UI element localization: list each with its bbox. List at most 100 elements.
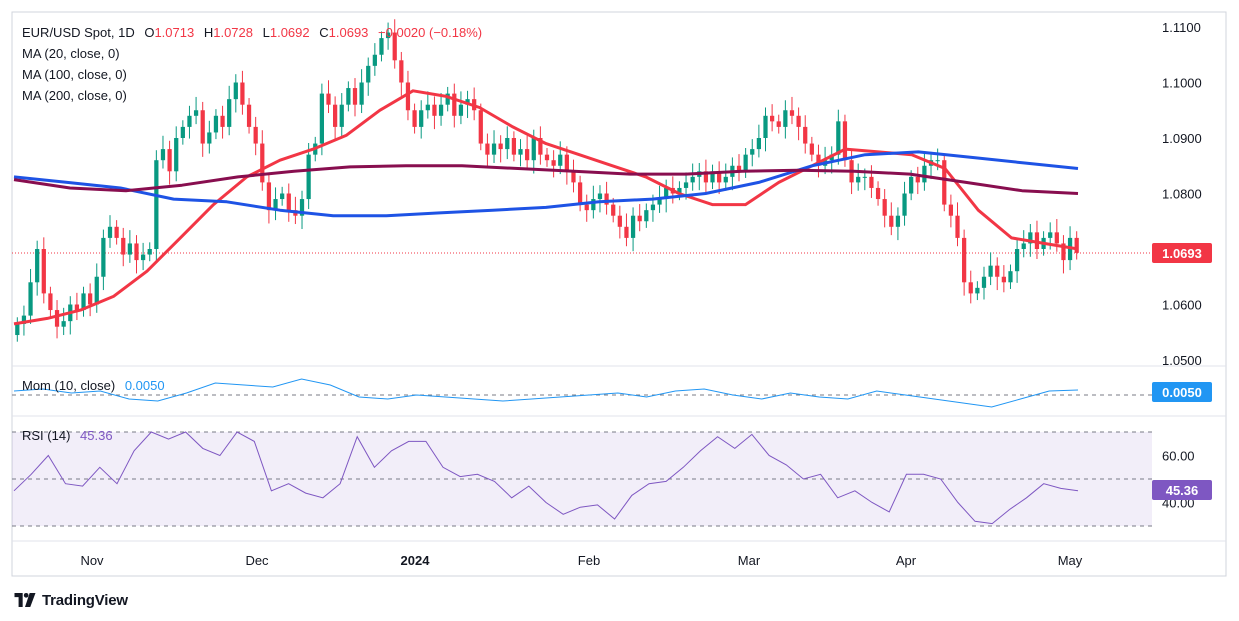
candle-body xyxy=(167,149,172,172)
candle-body xyxy=(1028,232,1033,244)
candle-body xyxy=(789,110,795,116)
legend-high: H1.0728 xyxy=(203,25,253,40)
candle-body xyxy=(432,104,437,116)
ma100-line xyxy=(13,150,1079,218)
candle-body xyxy=(260,143,265,183)
candle-body xyxy=(717,171,722,183)
candle-body xyxy=(227,99,232,127)
candle-body xyxy=(154,160,159,249)
time-tick-label: May xyxy=(1058,553,1083,568)
candle-body xyxy=(1048,232,1053,238)
candle-body xyxy=(968,282,973,294)
candle-body xyxy=(551,160,556,166)
candle-body xyxy=(723,176,728,183)
tradingview-brand[interactable]: TradingView xyxy=(14,589,128,611)
candle-body xyxy=(842,121,848,161)
candle-body xyxy=(121,237,126,255)
candle-body xyxy=(253,126,258,144)
candle-body xyxy=(359,82,364,105)
candle-body xyxy=(478,110,483,144)
rsi-tag: 45.36 xyxy=(1152,480,1212,500)
candle-body xyxy=(438,104,444,116)
candles-group xyxy=(15,19,1079,342)
candle-body xyxy=(399,60,404,83)
candle-body xyxy=(28,282,33,316)
price-tick-label: 1.0900 xyxy=(1162,131,1202,146)
time-tick-label: Apr xyxy=(896,553,917,568)
candle-body xyxy=(558,154,563,166)
candle-body xyxy=(339,104,344,127)
candle-body xyxy=(127,243,132,255)
candle-body xyxy=(114,226,119,238)
candle-body xyxy=(683,182,689,188)
candle-body xyxy=(922,165,927,183)
legend-open: O1.0713 xyxy=(144,25,195,40)
candle-body xyxy=(147,249,152,255)
candle-body xyxy=(1021,243,1026,249)
legend-rsi[interactable]: RSI (14) 45.36 xyxy=(22,428,113,443)
candle-body xyxy=(538,138,543,155)
candle-body xyxy=(703,171,709,183)
candle-body xyxy=(61,321,66,327)
rsi-value: 45.36 xyxy=(80,428,113,443)
legend-symbol: EUR/USD Spot, 1D xyxy=(22,25,135,40)
candle-body xyxy=(491,143,497,155)
candle-body xyxy=(763,115,768,138)
candle-body xyxy=(756,138,761,150)
candle-body xyxy=(1061,243,1066,261)
candle-body xyxy=(385,32,391,39)
candle-body xyxy=(624,226,629,238)
candle-body xyxy=(564,154,569,172)
time-tick-label: Mar xyxy=(738,553,761,568)
candle-body xyxy=(174,138,179,172)
candle-body xyxy=(796,115,801,127)
candle-body xyxy=(882,199,887,216)
candle-body xyxy=(836,121,841,155)
price-tick-label: 1.1100 xyxy=(1162,20,1201,35)
candle-body xyxy=(505,138,510,150)
legend-momentum[interactable]: Mom (10, close) 0.0050 xyxy=(22,378,165,393)
candle-body xyxy=(187,115,192,127)
candle-body xyxy=(856,176,861,183)
candle-body xyxy=(352,88,358,105)
brand-name: TradingView xyxy=(42,591,128,609)
candle-body xyxy=(591,199,596,211)
time-axis[interactable]: Nov Dec 2024 Feb Mar Apr May xyxy=(80,553,1082,568)
last-price-tag: 1.0693 xyxy=(1152,243,1212,263)
legend-ma20[interactable]: MA (20, close, 0) xyxy=(22,46,120,61)
price-axis[interactable]: 1.11001.10001.09001.08001.07001.06001.05… xyxy=(1162,20,1202,368)
candle-body xyxy=(379,38,384,55)
candle-body xyxy=(213,115,219,133)
price-tick-label: 1.0500 xyxy=(1162,353,1202,368)
candle-body xyxy=(412,110,417,127)
candle-body xyxy=(306,154,311,200)
candle-body xyxy=(485,143,490,155)
candle-body xyxy=(995,265,1000,277)
candle-body xyxy=(346,88,351,105)
price-tick-label: 1.0800 xyxy=(1162,187,1202,202)
candle-body xyxy=(902,193,907,216)
candle-body xyxy=(511,138,517,155)
legend-ma100[interactable]: MA (100, close, 0) xyxy=(22,67,127,82)
legend-main[interactable]: EUR/USD Spot, 1D O1.0713 H1.0728 L1.0692… xyxy=(22,25,482,40)
momentum-line xyxy=(13,378,1079,408)
legend-low: L1.0692 xyxy=(262,25,310,40)
candle-body xyxy=(710,171,715,183)
candle-body xyxy=(280,193,285,200)
candle-body xyxy=(975,287,980,294)
candle-body xyxy=(200,110,205,144)
candle-body xyxy=(518,149,523,155)
legend-close: C1.0693 xyxy=(319,25,369,40)
candle-body xyxy=(650,204,656,211)
candle-body xyxy=(657,199,662,205)
candle-body xyxy=(736,165,742,172)
candle-body xyxy=(273,199,278,211)
candle-body xyxy=(445,93,450,105)
candle-body xyxy=(604,193,609,205)
candle-body xyxy=(690,176,695,183)
tradingview-logo-icon xyxy=(14,593,36,607)
candle-body xyxy=(769,115,775,122)
candle-body xyxy=(180,126,185,138)
legend-ma200[interactable]: MA (200, close, 0) xyxy=(22,88,127,103)
